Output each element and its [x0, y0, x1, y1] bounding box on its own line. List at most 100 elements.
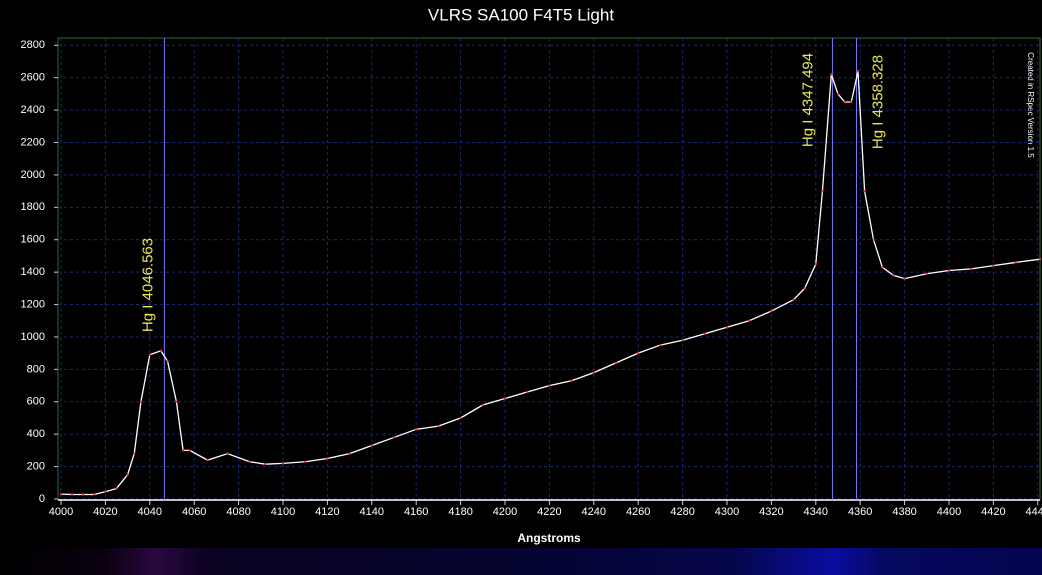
x-tick-label: 4140 [360, 506, 384, 518]
reference-label: Hg I 4046.563 [139, 238, 156, 332]
data-point [1014, 261, 1017, 264]
data-point [892, 274, 895, 277]
x-tick-label: 4260 [626, 506, 650, 518]
x-tick-label: 4200 [493, 506, 517, 518]
y-tick-label: 200 [27, 460, 45, 472]
data-point [181, 449, 185, 452]
data-point [992, 264, 995, 267]
data-point [303, 460, 307, 463]
y-tick-label: 2000 [21, 169, 45, 181]
spectrum-strip [0, 548, 1042, 575]
data-point [881, 266, 884, 269]
x-tick-label: 4000 [49, 506, 73, 518]
data-point [925, 272, 928, 275]
data-point [81, 493, 85, 496]
data-point [548, 384, 551, 387]
x-axis-label: Angstroms [517, 531, 581, 545]
data-point [903, 277, 906, 280]
data-point [370, 444, 373, 447]
x-tick-label: 4020 [93, 506, 117, 518]
y-tick-label: 0 [39, 493, 45, 505]
x-tick-label: 4100 [271, 506, 295, 518]
data-point [281, 462, 285, 465]
data-point [830, 73, 833, 76]
data-point [856, 70, 860, 73]
data-point [770, 309, 773, 313]
x-tick-label: 4420 [981, 506, 1005, 518]
data-point [126, 473, 129, 476]
data-point [104, 490, 107, 493]
y-tick-label: 600 [27, 396, 45, 408]
data-point [115, 487, 118, 490]
data-point [703, 332, 706, 335]
data-point [414, 428, 418, 431]
x-tick-label: 4360 [848, 506, 872, 518]
chart-title: VLRS SA100 F4T5 Light [428, 5, 614, 24]
data-point [803, 287, 806, 290]
credit: Created in RSpec Version 1.5 [1026, 52, 1035, 158]
data-point [843, 100, 846, 104]
data-point [659, 343, 662, 347]
data-point [481, 403, 484, 407]
data-point [525, 390, 529, 394]
data-point [592, 371, 595, 374]
data-point [969, 267, 973, 271]
data-point [188, 449, 191, 452]
data-point [159, 349, 163, 352]
data-point [348, 452, 351, 455]
data-point [503, 397, 507, 400]
data-point [326, 457, 329, 460]
y-tick-label: 1400 [21, 266, 45, 278]
y-tick-label: 1000 [21, 331, 45, 343]
x-tick-label: 4400 [937, 506, 961, 518]
x-tick-label: 4240 [582, 506, 606, 518]
data-point [264, 462, 267, 466]
data-point [863, 189, 866, 193]
x-tick-label: 4280 [670, 506, 694, 518]
x-tick-label: 4300 [715, 506, 739, 518]
data-point [814, 262, 817, 266]
spectrum-line [60, 71, 1041, 496]
data-point [570, 379, 573, 382]
data-point [392, 436, 396, 439]
data-point [248, 460, 251, 463]
data-point [681, 339, 684, 342]
data-point [139, 400, 143, 403]
data-point [792, 298, 795, 301]
data-point [166, 360, 169, 363]
x-tick-label: 4060 [182, 506, 206, 518]
x-tick-label: 4220 [537, 506, 561, 518]
data-point [614, 361, 618, 365]
y-tick-label: 2200 [21, 136, 45, 148]
data-point [725, 326, 729, 329]
x-tick-label: 4080 [226, 506, 250, 518]
y-tick-label: 2400 [21, 104, 45, 116]
data-point [175, 400, 178, 403]
y-tick-label: 2600 [21, 72, 45, 84]
data-point [850, 100, 853, 104]
data-point [59, 492, 63, 496]
y-tick-label: 1200 [21, 298, 45, 310]
data-point [206, 458, 209, 462]
y-tick-label: 1800 [21, 201, 45, 213]
data-point [636, 351, 640, 355]
x-tick-label: 4340 [804, 506, 828, 518]
x-tick-label: 4160 [404, 506, 428, 518]
data-point [947, 269, 951, 272]
reference-label: Hg I 4358.328 [869, 55, 886, 149]
x-tick-label: 4320 [759, 506, 783, 518]
data-point [93, 493, 96, 496]
data-point [459, 416, 462, 420]
data-point [226, 452, 229, 455]
data-point [836, 92, 840, 96]
data-point [437, 424, 440, 428]
data-point [133, 452, 136, 455]
x-tick-label: 4440 [1026, 506, 1042, 518]
x-tick-label: 4040 [138, 506, 162, 518]
reference-label: Hg I 4347.494 [799, 53, 816, 147]
data-point [70, 493, 74, 496]
data-point [821, 189, 824, 193]
